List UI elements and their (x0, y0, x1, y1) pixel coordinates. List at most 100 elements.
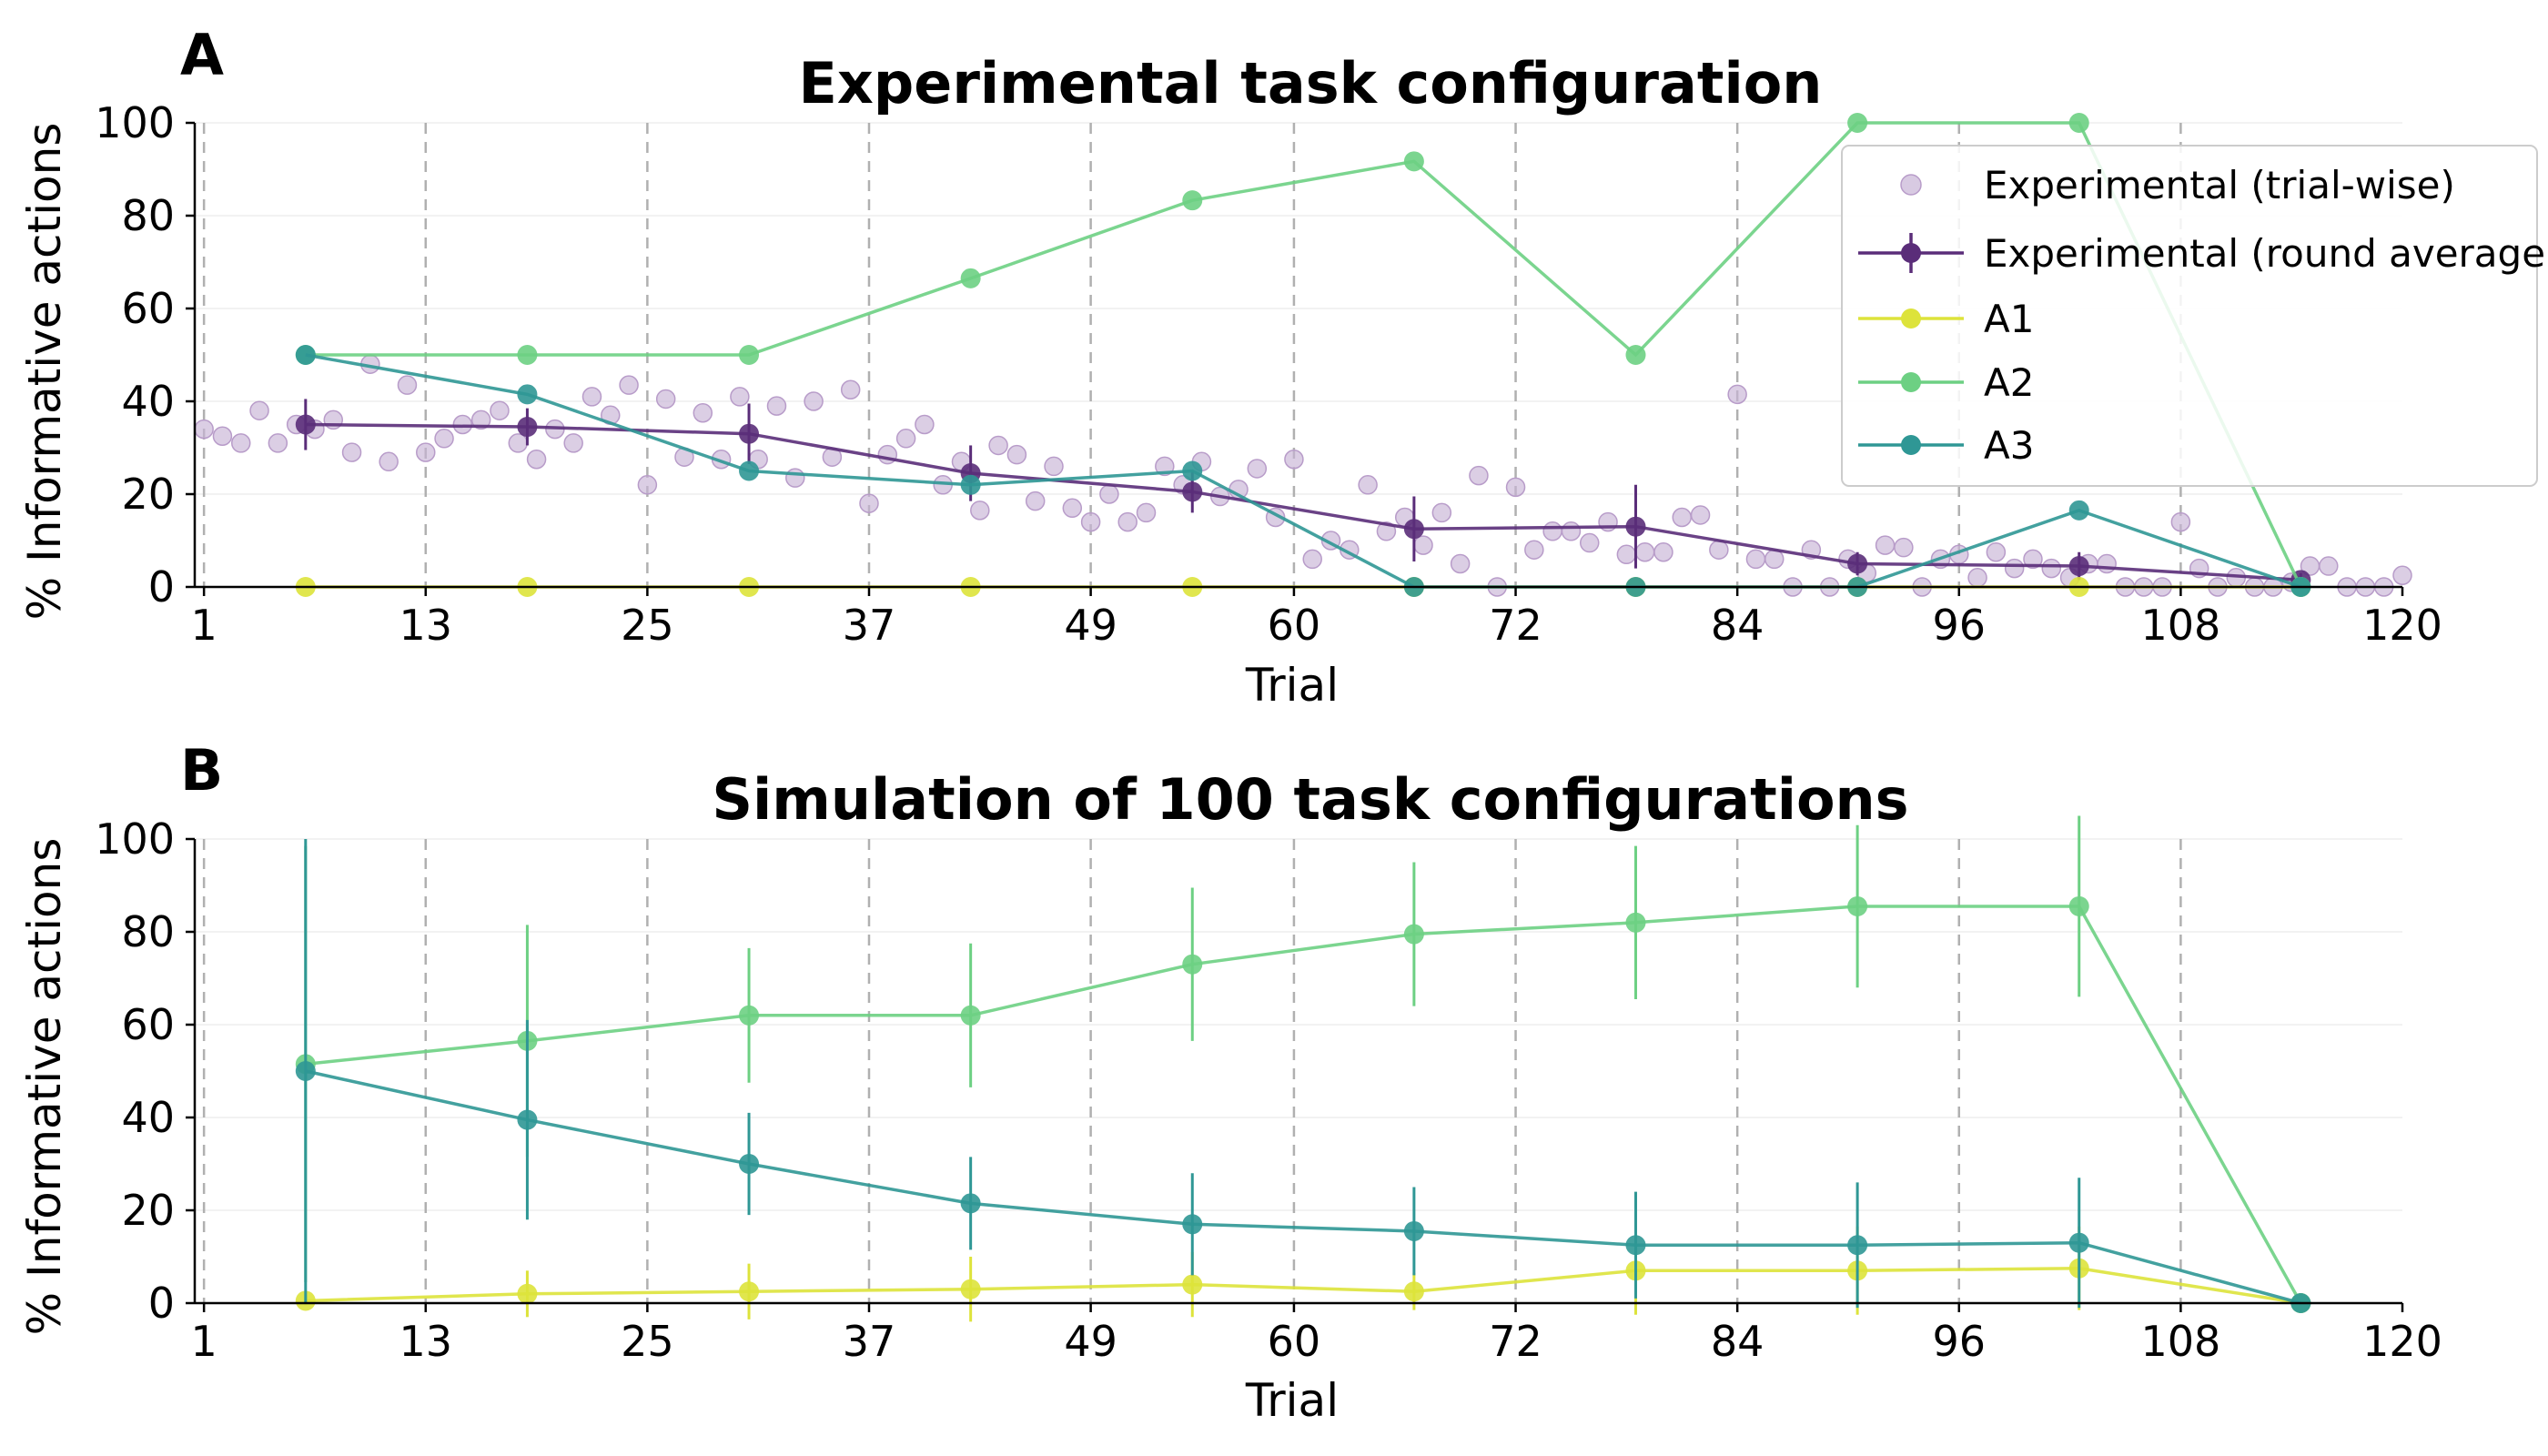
trial-wise-point (434, 429, 454, 449)
trial-wise-point (397, 375, 418, 395)
legend-marker-a3 (1901, 435, 1921, 455)
series-line-a1 (305, 1266, 2301, 1305)
series-marker-a1 (960, 1279, 981, 1299)
series-marker-a1 (739, 1281, 760, 1302)
series-marker-a1 (1403, 1281, 1424, 1302)
x-tick-label: 108 (2140, 601, 2220, 650)
series-line-a3 (305, 1069, 2301, 1305)
trial-wise-point (563, 433, 583, 453)
trial-wise-point (2041, 558, 2062, 579)
trial-wise-point (1247, 459, 1268, 479)
trial-wise-point (1358, 475, 1378, 495)
trial-wise-point (212, 426, 233, 446)
series-line-experimental-round-average (305, 422, 2301, 582)
trial-wise-point (1080, 511, 1101, 532)
panel-b-y-axis-label: % Informative actions (18, 838, 71, 1336)
legend-marker-a2 (1901, 372, 1921, 392)
series-marker-a3 (1182, 1214, 1203, 1235)
trial-wise-point (1302, 549, 1322, 570)
series-marker-a1 (1182, 1274, 1203, 1295)
series-marker-a3 (1182, 460, 1203, 481)
series-marker-experimental-round-average (739, 423, 760, 444)
legend-label-a1: A1 (1984, 297, 2034, 341)
series-marker-a3 (517, 384, 538, 405)
trial-wise-point (379, 451, 399, 472)
x-tick-label: 108 (2140, 1317, 2220, 1366)
series-marker-a2 (1625, 912, 1646, 933)
panel-a-y-axis-label: % Informative actions (18, 123, 71, 621)
legend-entry-trial-wise: Experimental (trial-wise) (1900, 163, 2455, 207)
trial-wise-point (1524, 540, 1544, 560)
trial-wise-point (1764, 549, 1785, 570)
legend-marker-round-average (1901, 243, 1921, 263)
x-tick-label: 60 (1268, 1317, 1321, 1366)
series-marker-a2 (960, 1005, 981, 1026)
y-tick-label: 20 (121, 470, 175, 519)
trial-wise-point (1745, 549, 1766, 570)
y-tick-label: 60 (121, 284, 175, 333)
trial-wise-point (1469, 465, 1489, 486)
series-marker-a2 (1403, 151, 1424, 172)
series-marker-a2 (2068, 113, 2089, 133)
panel-b: B Simulation of 100 task configurations … (18, 737, 2442, 1427)
legend-entry-round-average: Experimental (round average) (1858, 231, 2548, 276)
trial-wise-point (2023, 549, 2043, 570)
trial-wise-point (1875, 535, 1896, 555)
x-tick-label: 84 (1711, 601, 1764, 650)
y-tick-label: 0 (148, 562, 175, 612)
y-tick-label: 100 (95, 98, 175, 147)
legend-frame (1841, 145, 2538, 487)
x-tick-label: 49 (1064, 1317, 1117, 1366)
series-line-a2 (305, 905, 2302, 1304)
x-tick-label: 72 (1489, 601, 1542, 650)
panel-b-x-axis-label: Trial (1245, 1374, 1339, 1427)
trial-wise-point (526, 450, 547, 470)
trial-wise-point (1413, 535, 1433, 555)
trial-wise-point (2004, 558, 2025, 579)
trial-wise-point (470, 410, 491, 430)
trial-wise-point (1376, 521, 1397, 541)
trial-wise-point (766, 396, 787, 416)
series-marker-a3 (2068, 1232, 2089, 1253)
panel-a: A Experimental task configuration Trial … (18, 22, 2548, 712)
series-marker-a2 (739, 1005, 760, 1026)
trial-wise-point (1727, 384, 1747, 405)
y-tick-label: 20 (121, 1186, 175, 1235)
x-tick-label: 1 (191, 601, 217, 650)
trial-wise-point (508, 433, 529, 453)
trial-wise-point (840, 379, 861, 399)
trial-wise-point (1709, 540, 1729, 560)
x-tick-label: 72 (1489, 1317, 1542, 1366)
trial-wise-point (637, 475, 658, 495)
x-tick-label: 37 (843, 601, 896, 650)
trial-wise-point (1044, 456, 1064, 477)
trial-wise-point (1136, 502, 1157, 523)
y-tick-label: 80 (121, 907, 175, 956)
trial-wise-point (730, 387, 750, 407)
trial-wise-point (1653, 542, 1673, 562)
trial-wise-point (804, 391, 824, 411)
trial-wise-point (341, 442, 362, 462)
x-tick-label: 120 (2362, 601, 2442, 650)
series-marker-a2 (2068, 895, 2089, 916)
panel-letter-b: B (180, 737, 223, 804)
legend-label-a2: A2 (1984, 360, 2034, 405)
trial-wise-point (988, 435, 1008, 456)
trial-wise-point (1894, 537, 1914, 558)
trial-wise-point (2392, 565, 2412, 585)
series-marker-a3 (1847, 1235, 1868, 1256)
trial-wise-point (970, 500, 990, 521)
series-marker-experimental-round-average (295, 414, 316, 435)
legend-label-round-average: Experimental (round average) (1984, 231, 2548, 276)
trial-wise-point (2097, 553, 2117, 574)
legend-entry-a3: A3 (1858, 423, 2034, 468)
series-marker-experimental-round-average (2068, 556, 2089, 577)
x-tick-label: 1 (191, 1317, 217, 1366)
trial-wise-point (1117, 511, 1138, 532)
trial-wise-point (2170, 511, 2191, 532)
series-marker-a3 (739, 1154, 760, 1174)
trial-wise-point (1284, 450, 1304, 470)
series-marker-experimental-round-average (1847, 553, 1868, 574)
series-marker-a3 (517, 1109, 538, 1130)
trial-wise-point (416, 442, 436, 462)
